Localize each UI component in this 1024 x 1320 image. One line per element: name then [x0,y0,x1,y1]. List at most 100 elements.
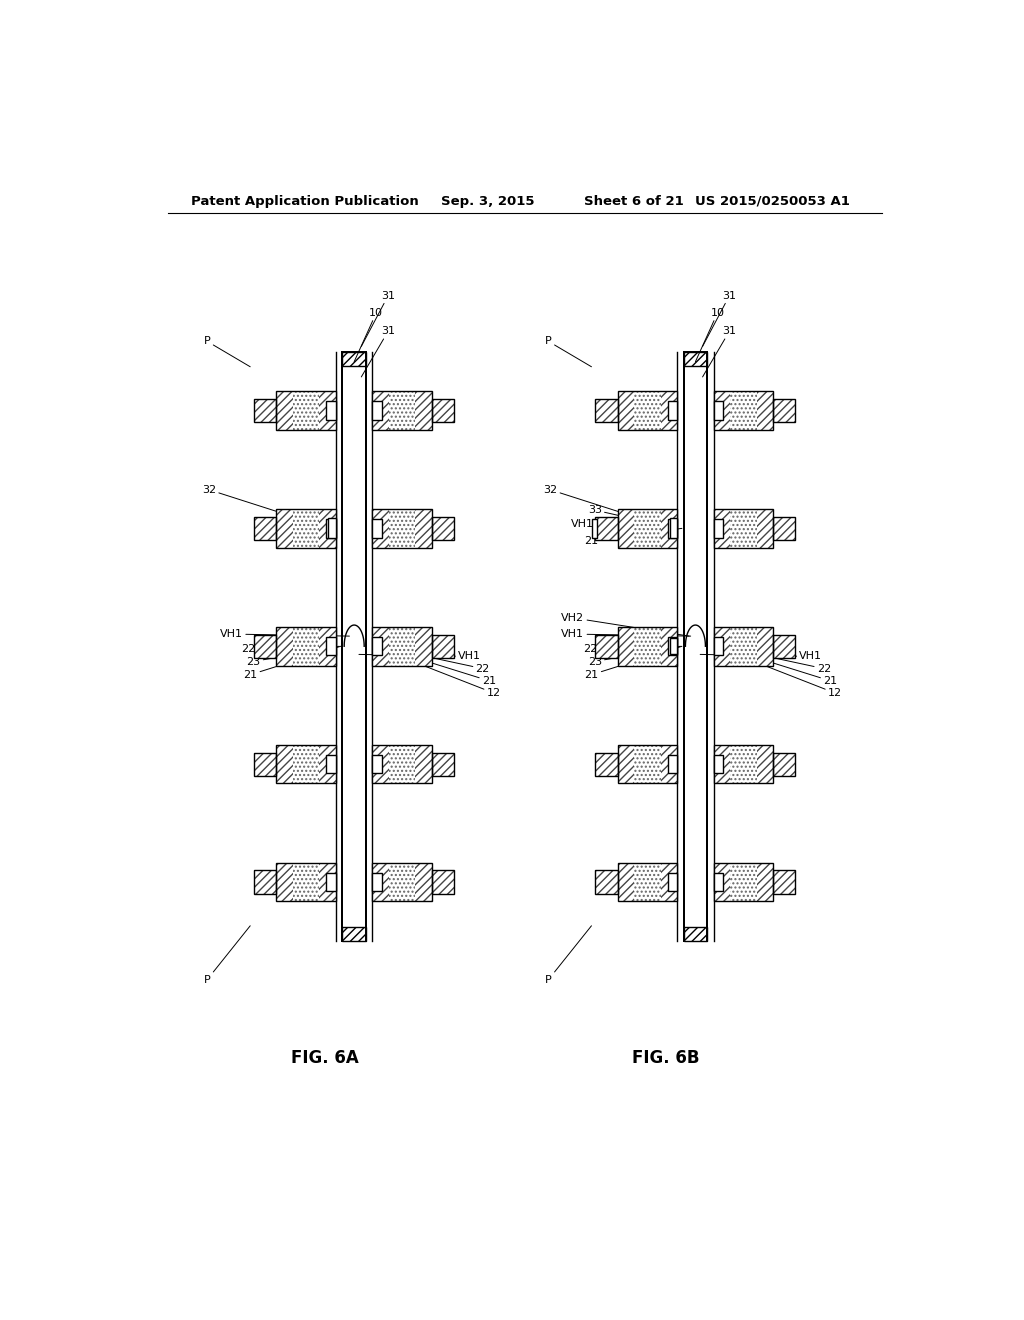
Bar [634,627,660,665]
Bar [254,870,276,894]
Bar [757,863,773,902]
Bar [714,401,723,420]
Bar [617,510,677,548]
Bar [254,752,276,776]
Bar [634,863,660,902]
Bar [773,517,796,540]
Bar [276,510,293,548]
Text: 23: 23 [588,647,680,667]
Bar [254,517,276,540]
Bar [389,863,416,902]
Bar [327,401,336,420]
Bar [416,627,432,665]
Bar [773,870,796,894]
Bar [319,391,336,430]
Bar [319,510,336,548]
Bar [416,863,432,902]
Bar [432,517,455,540]
Bar [276,863,293,902]
Text: 32: 32 [202,484,330,528]
Bar [327,519,336,537]
Bar [319,863,336,902]
Text: P: P [204,337,250,367]
Bar [373,627,432,665]
Bar [660,391,677,430]
Bar [660,510,677,548]
Text: 32: 32 [543,484,671,528]
Bar [714,744,773,784]
Bar [595,870,617,894]
Bar [432,752,455,776]
Bar [342,351,366,941]
Bar [276,744,293,784]
Bar [668,519,677,537]
Bar [373,391,432,430]
Bar [293,744,319,784]
Bar [342,351,366,366]
Bar [714,638,723,656]
Bar [373,863,389,902]
Bar [670,519,677,539]
Bar [342,927,366,941]
Bar [373,519,382,537]
Text: 12: 12 [715,647,842,698]
Text: 22: 22 [242,642,306,655]
Bar [389,510,416,548]
Bar [617,744,677,784]
Text: VH1: VH1 [561,630,690,639]
Text: 10: 10 [695,308,725,362]
Bar [432,635,455,657]
Bar [773,752,796,776]
Bar [773,635,796,657]
Bar [773,399,796,422]
Bar [254,870,276,894]
Text: 31: 31 [702,290,736,346]
Bar [432,870,455,894]
Text: 22: 22 [402,651,489,673]
Bar [319,744,336,784]
Bar [757,627,773,665]
Bar [730,510,757,548]
Text: VH2: VH2 [561,612,689,636]
Bar [327,755,336,774]
Bar [276,627,293,665]
Text: 31: 31 [361,326,395,378]
Bar [617,744,634,784]
Bar [373,744,389,784]
Text: 31: 31 [361,290,395,346]
Text: Patent Application Publication: Patent Application Publication [191,194,419,207]
Bar [617,627,677,665]
Bar [660,744,677,784]
Bar [432,870,455,894]
Bar [254,399,276,422]
Bar [773,870,796,894]
Bar [432,635,455,657]
Bar [293,863,319,902]
Bar [373,744,432,784]
Text: US 2015/0250053 A1: US 2015/0250053 A1 [695,194,850,207]
Bar [373,873,382,891]
Bar [276,863,336,902]
Bar [373,638,382,656]
Bar [416,391,432,430]
Bar [595,517,617,540]
Text: P: P [545,925,592,985]
Bar [293,627,319,665]
Bar [276,510,336,548]
Bar [730,744,757,784]
Text: P: P [545,337,592,367]
Bar [329,519,336,539]
Bar [730,627,757,665]
Bar [660,863,677,902]
Bar [773,752,796,776]
Bar [373,627,389,665]
Bar [595,870,617,894]
Text: 21: 21 [379,647,496,686]
Bar [254,635,276,657]
Bar [668,755,677,774]
Bar [684,927,708,941]
Bar [595,399,617,422]
Bar [668,873,677,891]
Text: Sep. 3, 2015: Sep. 3, 2015 [441,194,535,207]
Bar [714,873,723,891]
